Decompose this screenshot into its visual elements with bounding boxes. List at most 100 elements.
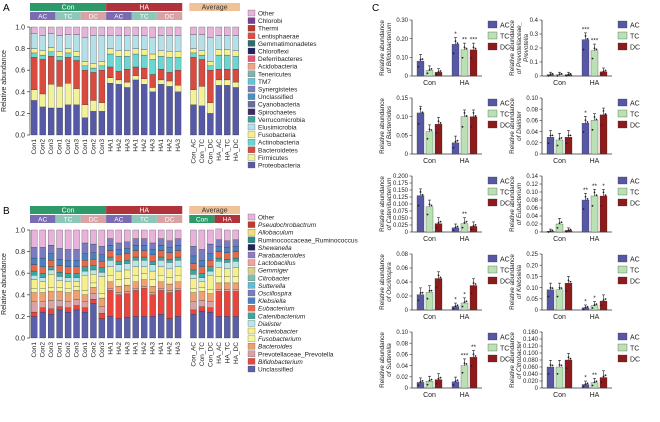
subgroup-band-tc [55,12,81,20]
data-point [567,229,570,232]
small-chart-eubacterium: 0 0.02 0.04 0.06 0.08 0.10 0.12 0.14 Relative ab… [509,174,640,243]
data-point [435,382,438,385]
y-tick-label: 0.125 [393,195,409,201]
legend-label-other: Other [258,11,275,18]
legend-label-thermi: Thermi [258,26,278,33]
x-tick-label: HA2 [116,342,123,355]
y-tick-label: 0 [405,152,409,158]
bar-segment-catenibacterium [90,265,97,271]
bar-segment-bacteroides [157,281,165,289]
legend-swatch-bifidobacterium [247,358,256,365]
bar-segment-prevotellaceae-prevotella [174,288,182,291]
data-point [428,379,431,382]
legend-swatch-tc [617,187,628,196]
bar-segment-dialister [215,261,223,268]
bar-segment-firmicutes [215,79,223,86]
bar-segment-dialister [141,260,148,267]
data-point [463,46,466,49]
data-point [582,308,585,311]
legend-label-deferribacteres: Deferribacteres [258,56,303,63]
bar-segment-acinetobacter [73,281,80,287]
x-tick-label: HA1 [158,342,165,355]
y-tick-label: 0.05 [526,297,538,303]
data-point [421,111,424,114]
bar-ha-tc [460,116,469,155]
legend-swatch-unclassified [247,93,256,100]
data-point [584,195,587,198]
data-point [463,301,466,304]
bar-segment-oscillospira [73,249,80,261]
bar-segment-bacteroides [198,291,206,301]
bar-segment-bacteroidetes [73,60,80,89]
y-axis-title: of Eubacterium [516,183,523,225]
bar-segment-elusimicrobia [198,34,206,51]
x-tick-label: HA3 [124,342,131,355]
legend-swatch-ruminococcaceae-ruminococcus [247,236,256,243]
legend-swatch-fusobacteria [247,131,256,138]
legend-swatch-tm7 [247,78,256,85]
bar-segment-bifidobacterium [198,306,206,312]
subgroup-label-tc: TC [64,217,73,224]
bar-segment-eubacterium [90,259,97,266]
bar-segment-prevotellaceae-prevotella [56,300,63,307]
y-tick-label: 0.02 [526,222,538,228]
bar-segment-proteobacteria [224,85,231,136]
legend-label-dc: DC [500,356,510,363]
bar-segment-dialister [132,260,139,267]
bar-segment-other [132,26,139,36]
bar-segment-prevotellaceae-prevotella [47,300,55,309]
bar-segment-fusobacterium [115,279,122,287]
data-point [595,380,598,383]
bar-segment-proteobacteria [157,84,165,136]
significance-mark: * [463,291,466,298]
bar-segment-actinobacteria [73,56,80,61]
significance-mark: *** [591,38,599,45]
data-point [465,220,468,223]
data-point [419,380,422,383]
legend-label-ac: AC [630,178,640,185]
data-point [586,37,589,40]
legend-swatch-other [247,213,256,221]
bar-segment-fusobacterium [31,288,38,293]
legend-swatch-dc [487,120,498,129]
y-tick-label: 0.2 [15,111,25,118]
x-tick-label: Con3 [48,139,55,155]
bar-segment-klebsiella [207,253,214,261]
data-point [474,47,477,50]
bar-segment-actinobacteria [132,53,139,68]
legend-label-lactobacillus: Lactobacillus [258,260,296,267]
bar-segment-bacteroidetes [90,72,97,101]
bar-segment-unclassified [207,311,214,339]
y-tick-label: 0 [405,74,409,80]
data-point [593,116,596,118]
legend-label-dc: DC [630,122,640,129]
bar-segment-bifidobacterium [190,309,197,315]
legend-swatch-sutterella [247,282,256,289]
bar-segment-oscillospira [132,238,139,246]
y-tick-label: 0.075 [393,209,409,215]
legend-swatch-ac [617,332,628,341]
bar-ha-ac [451,44,460,77]
header-band-con [30,206,107,214]
y-tick-label: 0.05 [396,134,408,140]
legend-label-acinetobacter: Acinetobacter [257,329,299,336]
bar-segment-elusimicrobia [157,35,165,51]
bar-segment-fusobacterium [64,288,72,293]
legend-swatch-prevotellaceae-prevotella [247,350,256,357]
data-point [582,131,585,133]
y-axis-title: of Oscillospira [386,262,393,302]
data-point [437,120,440,123]
y-axis-title: Relative abundance [379,98,386,154]
bar-segment-klebsiella [149,249,156,255]
bar-segment-bifidobacterium [107,290,114,317]
bar-segment-other [31,229,38,248]
bar-segment-other [149,26,156,38]
bar-segment-other [190,229,197,247]
legend-label-firmicutes: Firmicutes [258,155,289,162]
x-tick-label: HA1 [133,139,140,152]
data-point [461,56,464,59]
data-point [602,70,605,73]
subgroup-band-dc [80,215,107,223]
bar-segment-elusimicrobia [90,35,97,64]
legend-swatch-acidobacteria [247,63,256,70]
